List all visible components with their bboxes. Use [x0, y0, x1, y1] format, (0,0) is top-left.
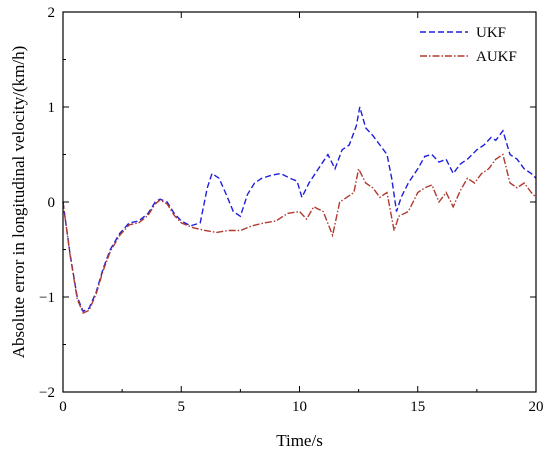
legend: UKF AUKF: [420, 25, 517, 65]
plot-frame: [62, 11, 537, 393]
series-line-ukf: [62, 106, 537, 313]
series-line-aukf: [62, 153, 537, 315]
y-tick-label: −2: [39, 385, 55, 401]
x-tick-label: 0: [59, 399, 67, 415]
y-axis-label: Absolute error in longitudinal velocity/…: [9, 46, 28, 359]
axes: 0 5 10 15 20 −2 −1 0 1 2: [39, 5, 543, 415]
y-tick-label: 2: [48, 5, 56, 21]
legend-label-ukf: UKF: [476, 25, 506, 41]
x-axis-label: Time/s: [276, 431, 323, 450]
plot-area: [62, 106, 537, 315]
y-tick-label: 0: [48, 195, 56, 211]
x-tick-label: 15: [410, 399, 425, 415]
y-tick-label: −1: [39, 290, 55, 306]
x-tick-label: 10: [292, 399, 307, 415]
legend-label-aukf: AUKF: [476, 49, 517, 65]
y-tick-label: 1: [48, 100, 56, 116]
x-tick-label: 20: [529, 399, 544, 415]
x-tick-label: 5: [178, 399, 186, 415]
